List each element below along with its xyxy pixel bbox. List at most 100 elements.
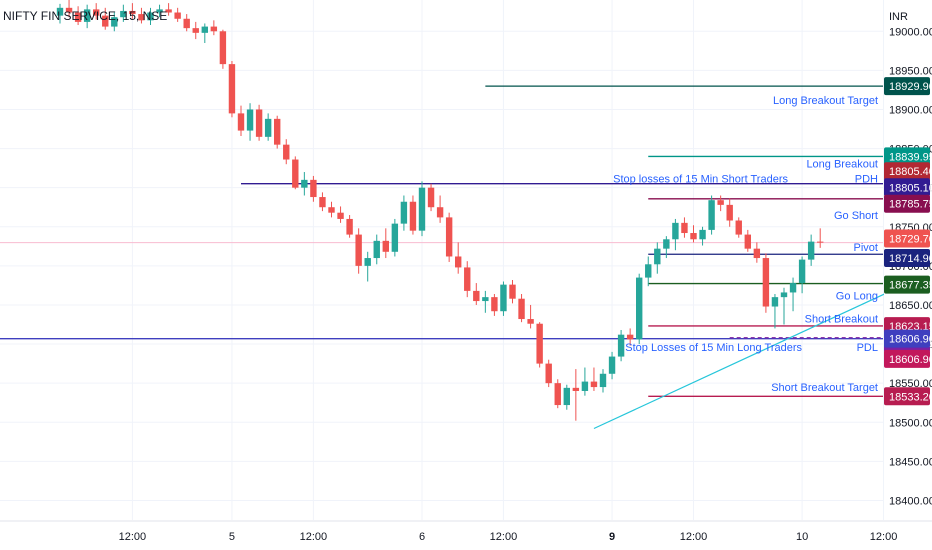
candle-body — [147, 12, 154, 21]
candle-body — [283, 144, 290, 160]
price-badge — [884, 194, 930, 213]
y-tick-label: 19000.00 — [889, 26, 932, 38]
candle — [527, 304, 534, 329]
candle-body — [373, 240, 380, 259]
candle-body — [74, 12, 82, 22]
candle-body — [482, 297, 489, 302]
candle-body — [319, 197, 326, 208]
candle — [699, 226, 706, 246]
candle-body — [382, 240, 389, 252]
candle-body — [83, 9, 91, 22]
candle-body — [617, 334, 625, 357]
candle-body — [599, 373, 607, 388]
candle — [464, 261, 471, 298]
level-label: Short Breakout — [805, 313, 878, 325]
candle — [255, 104, 263, 141]
chart-title: NIFTY FIN SERVICE, 15, NSE — [3, 9, 167, 23]
price-badge-text: 18606.90 — [889, 354, 932, 366]
candle-body — [636, 277, 643, 340]
candle-body — [310, 179, 317, 198]
time-axis[interactable]: 12:00 5 12:00 6 12:00 9 12:00 10 12:00 — [0, 520, 932, 543]
x-tick-label: 12:00 — [490, 531, 518, 543]
candle — [129, 3, 136, 19]
candle — [65, 0, 73, 18]
candle — [382, 228, 389, 259]
price-badge — [884, 162, 930, 181]
candle-body — [699, 229, 706, 240]
candle — [780, 287, 788, 325]
candle-body — [464, 267, 471, 291]
price-badge-text: 18677.35 — [889, 280, 932, 292]
candle-body — [219, 31, 227, 65]
candle — [310, 175, 317, 202]
candle — [482, 290, 489, 313]
x-tick-label: 5 — [229, 531, 235, 543]
price-badge — [884, 329, 930, 348]
candle-body — [129, 10, 136, 15]
price-badge-text: 18533.20 — [889, 391, 932, 403]
candle-body — [455, 256, 462, 268]
candle — [708, 195, 715, 235]
price-badge — [884, 275, 930, 294]
candle — [744, 229, 751, 252]
candle — [590, 367, 598, 391]
candle-body — [753, 248, 761, 259]
candle — [581, 367, 589, 396]
candle-body — [545, 363, 552, 384]
price-axis[interactable]: 19000.0018950.0018900.0018850.0018800.00… — [884, 0, 932, 550]
level-label: Go Short — [834, 210, 878, 222]
candle-body — [264, 118, 272, 137]
candle — [518, 294, 525, 323]
level-label: Stop losses of 15 Min Short Traders — [613, 173, 788, 185]
candle-body — [337, 212, 344, 219]
candle — [219, 29, 227, 69]
candle-body — [355, 234, 362, 266]
candle-body — [726, 204, 733, 221]
candle — [654, 242, 661, 274]
x-tick-label: 12:00 — [300, 531, 328, 543]
candle — [301, 172, 308, 196]
currency-label: INR — [889, 11, 908, 23]
candle — [817, 228, 824, 248]
candle — [771, 294, 779, 329]
candle-body — [93, 9, 100, 16]
candle — [156, 4, 163, 18]
candle — [400, 195, 408, 231]
candle — [120, 4, 127, 22]
candle-body — [111, 17, 118, 27]
candle — [274, 115, 281, 149]
candle-body — [473, 290, 480, 302]
candle — [418, 181, 426, 237]
candle-body — [771, 297, 779, 307]
grid-layer — [0, 0, 885, 520]
candle — [789, 277, 797, 312]
price-badge-text: 18929.90 — [889, 81, 932, 93]
candle-body — [817, 241, 824, 243]
candle — [201, 23, 208, 44]
candle-body — [798, 259, 806, 284]
candle — [681, 217, 688, 238]
candle — [93, 3, 100, 20]
candle — [102, 7, 109, 30]
candle-body — [645, 264, 652, 278]
price-badge-text: 18729.70 — [889, 233, 932, 245]
candle — [726, 198, 733, 227]
candle — [491, 294, 498, 316]
candle — [672, 218, 679, 251]
candle — [264, 113, 272, 141]
candle-body — [581, 381, 589, 391]
price-badge — [884, 249, 930, 268]
price-badge — [884, 77, 930, 96]
candle — [762, 253, 770, 313]
candle-body — [789, 283, 797, 293]
candle-body — [409, 201, 417, 231]
y-tick-label: 18400.00 — [889, 495, 932, 507]
candle — [192, 21, 199, 40]
price-badge — [884, 178, 930, 197]
price-badge — [884, 229, 930, 248]
candle — [500, 281, 507, 316]
candle — [174, 7, 181, 22]
candle-body — [165, 9, 172, 13]
